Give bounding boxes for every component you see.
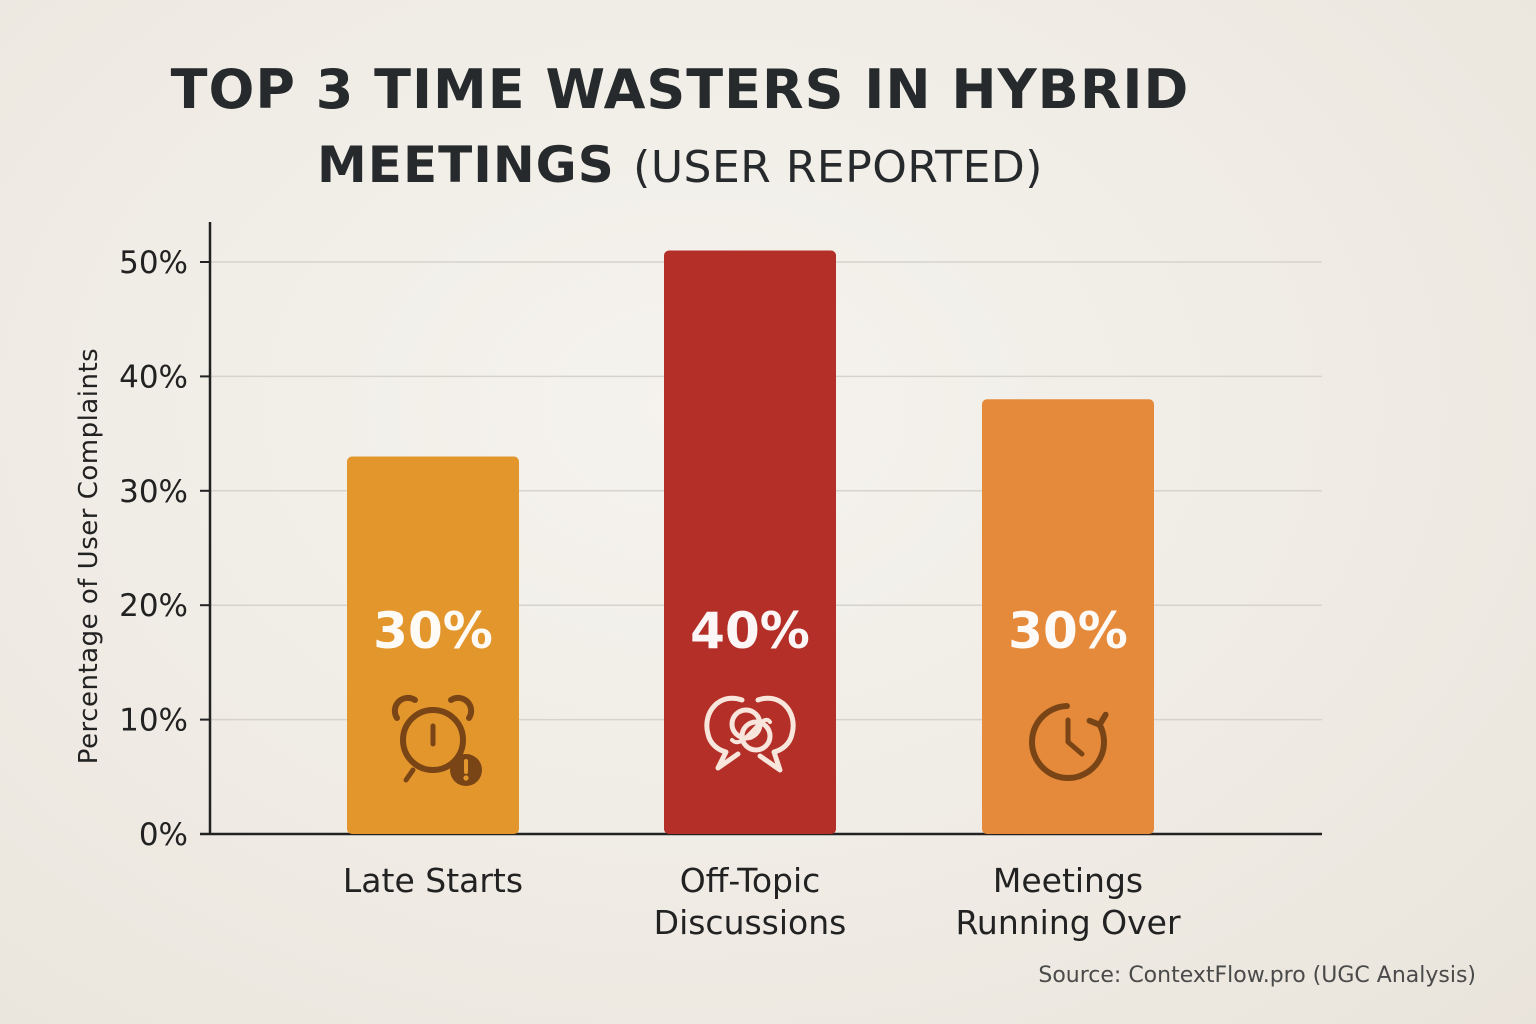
bar-value-label: 30% xyxy=(1008,602,1128,660)
bar-value-label: 40% xyxy=(690,602,810,660)
chart-title-qualifier: (USER REPORTED) xyxy=(633,142,1043,193)
y-tick-label: 0% xyxy=(139,817,188,853)
chart-title-line-2: MEETINGS (USER REPORTED) xyxy=(0,136,1360,194)
x-tick-label: Discussions xyxy=(654,903,847,942)
tangled-chat-bubbles-icon xyxy=(704,695,796,773)
x-tick-label: Meetings xyxy=(993,861,1143,900)
chart-title-line-1: TOP 3 TIME WASTERS IN HYBRID xyxy=(170,58,1190,121)
x-tick-label: Late Starts xyxy=(343,861,523,900)
y-tick-label: 50% xyxy=(119,245,188,281)
bar xyxy=(664,250,836,834)
alarm-clock-alert-icon xyxy=(391,694,482,786)
y-axis-label: Percentage of User Complaints xyxy=(74,348,104,764)
y-tick-label: 40% xyxy=(119,359,188,395)
bar xyxy=(347,456,519,834)
y-tick-label: 20% xyxy=(119,588,188,624)
bar xyxy=(982,399,1154,834)
y-tick-label: 30% xyxy=(119,474,188,510)
bar-value-label: 30% xyxy=(373,602,493,660)
x-tick-label: Running Over xyxy=(955,903,1181,942)
chart-title-bold: MEETINGS xyxy=(317,136,615,194)
source-note: Source: ContextFlow.pro (UGC Analysis) xyxy=(1038,963,1476,988)
clock-overtime-icon xyxy=(1029,703,1109,781)
y-tick-label: 10% xyxy=(119,703,188,739)
x-tick-label: Off-Topic xyxy=(680,861,821,900)
